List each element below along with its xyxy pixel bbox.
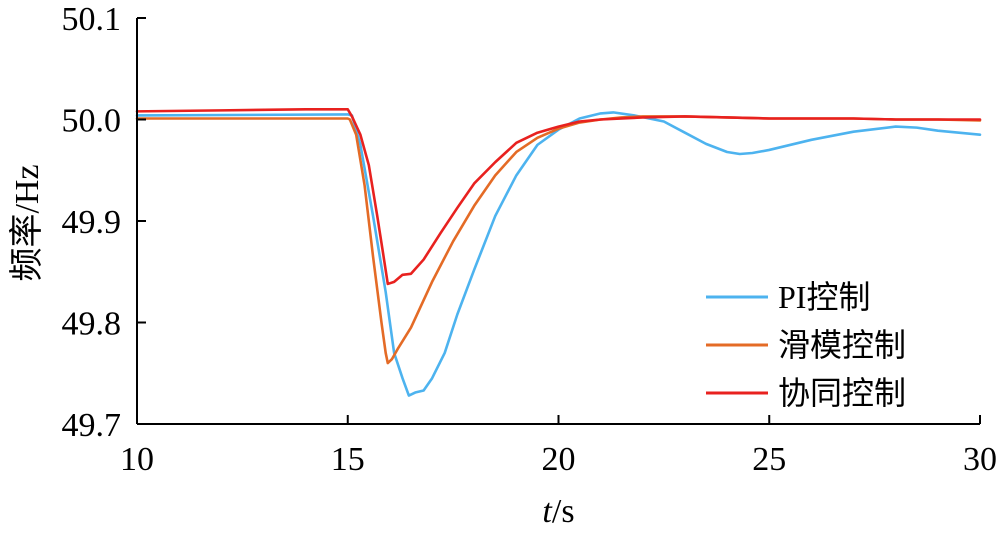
y-tick-label: 49.9	[62, 204, 122, 241]
y-tick-label: 49.8	[62, 306, 122, 343]
x-tick-label: 30	[963, 441, 997, 478]
series-line-1	[135, 111, 982, 397]
x-tick-label: 20	[542, 441, 576, 478]
x-axis-title-unit: /s	[552, 493, 575, 530]
x-tick-label: 25	[752, 441, 786, 478]
x-tick-label: 10	[120, 441, 154, 478]
series-layer	[135, 108, 982, 397]
y-tick-label: 50.1	[62, 1, 122, 38]
y-tick-label: 49.7	[62, 407, 122, 444]
y-tick-label: 50.0	[62, 103, 122, 140]
axis-titles: t/s 频率/Hz	[8, 164, 575, 530]
x-axis-title-var: t	[542, 493, 553, 530]
y-axis-title: 频率/Hz	[8, 164, 46, 281]
x-tick-label: 15	[331, 441, 365, 478]
axes: 10 15 20 25 30 49.7 49.8 49.9 50.0 50.1	[62, 1, 998, 478]
legend-label-3: 协同控制	[778, 375, 906, 411]
legend-label-1: PI控制	[778, 279, 870, 315]
x-axis-title: t/s	[542, 493, 574, 530]
series-line-3	[135, 108, 982, 286]
legend-label-2: 滑模控制	[778, 327, 906, 363]
